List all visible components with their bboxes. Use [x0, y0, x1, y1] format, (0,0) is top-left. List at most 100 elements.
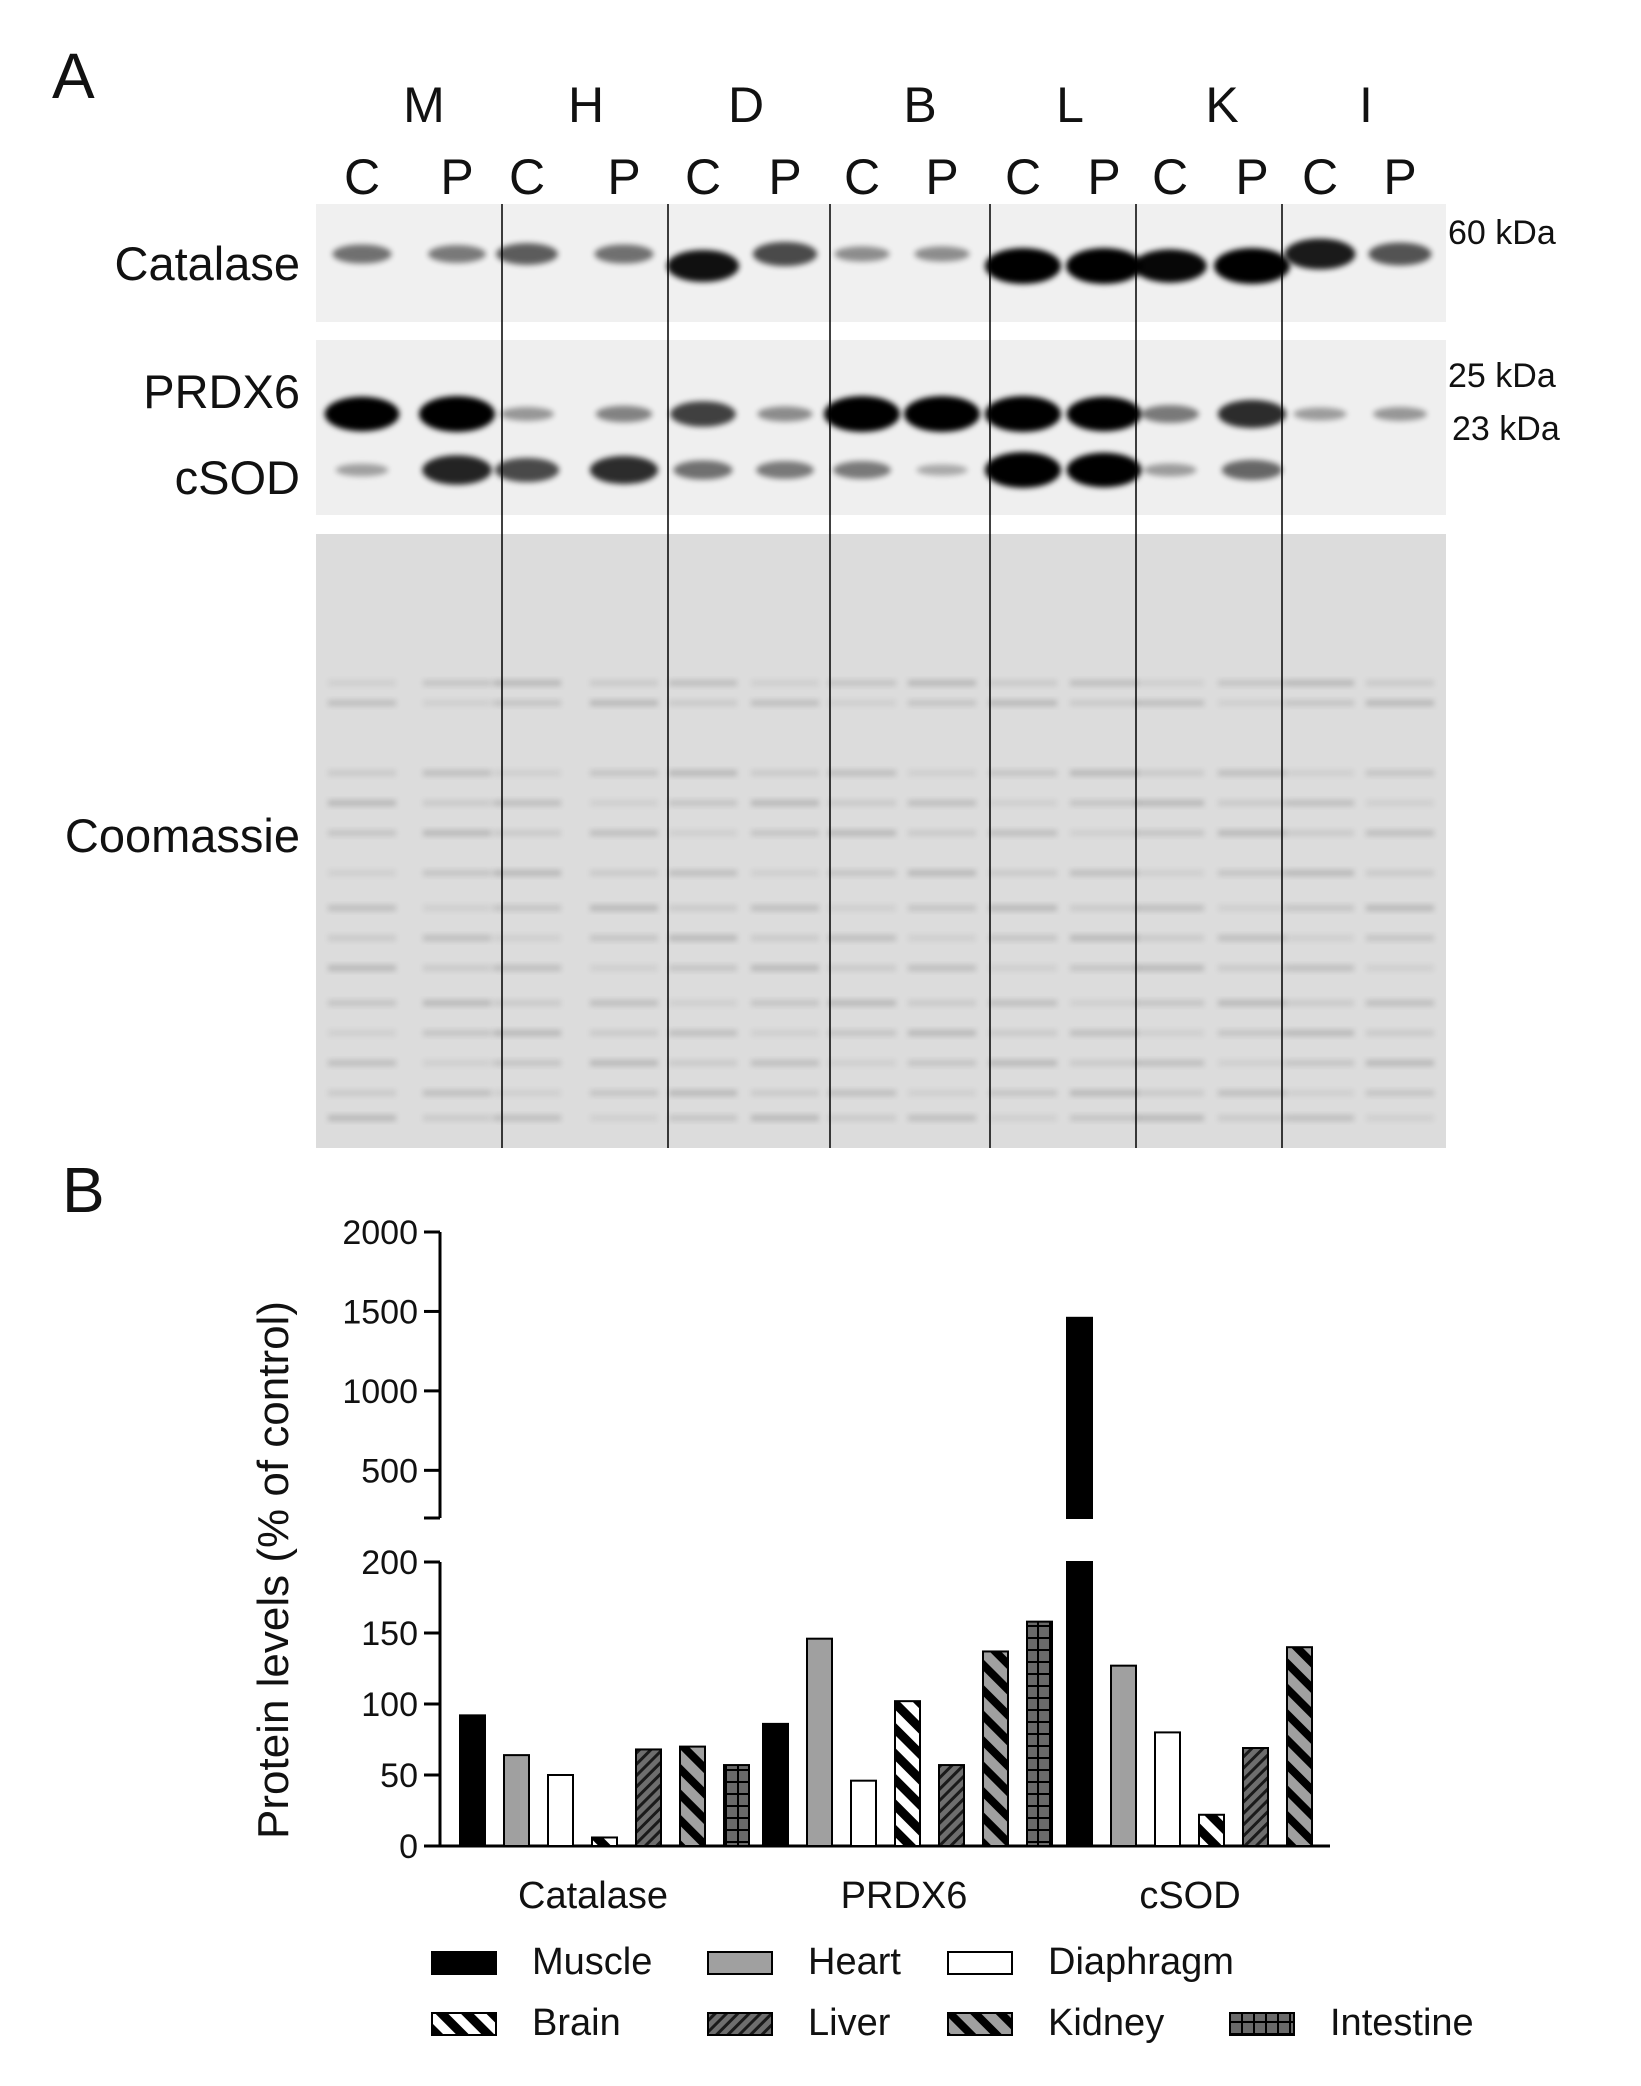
catalase-row-label: Catalase [115, 237, 301, 290]
gel-band [989, 1000, 1057, 1006]
legend: Muscle Heart Diaphragm Brain Liver Kidney Inte… [431, 1941, 1474, 2044]
prdx6-band [1293, 407, 1347, 421]
bar-series [459, 1316, 1313, 1848]
gel-band [328, 935, 396, 941]
gel-band [669, 800, 737, 806]
gel-band [1218, 830, 1286, 836]
gel-band [751, 905, 819, 911]
gel-band [751, 935, 819, 941]
bar-kidney-prdx6 [982, 1650, 1009, 1847]
gel-band [423, 1000, 491, 1006]
gel-band [423, 935, 491, 941]
gel-band [669, 1030, 737, 1036]
csod-band [335, 463, 389, 477]
gel-band [1286, 830, 1354, 836]
gel-band [669, 965, 737, 971]
gel-band [669, 905, 737, 911]
lane-label-D-P: P [768, 149, 801, 205]
catalase-band [496, 243, 558, 265]
gel-band [1366, 800, 1434, 806]
coomassie-gel-texture [328, 680, 1434, 1121]
gel-band [828, 770, 896, 776]
gel-band [989, 770, 1057, 776]
gel-band [1136, 680, 1204, 686]
prdx6-band [419, 396, 495, 432]
marker-25kda: 25 kDa [1448, 357, 1556, 395]
bar-liver-csod [1242, 1747, 1269, 1848]
gel-band [1286, 1090, 1354, 1096]
gel-band [493, 700, 561, 706]
gel-band [423, 1115, 491, 1121]
y-tick-label: 0 [399, 1828, 418, 1866]
category-labels: Catalase PRDX6 cSOD [518, 1875, 1241, 1917]
gel-band [1366, 1000, 1434, 1006]
gel-band [493, 770, 561, 776]
category-label-catalase: Catalase [518, 1875, 668, 1917]
gel-band [1218, 770, 1286, 776]
y-axis-label: Protein levels (% of control) [249, 1301, 298, 1839]
csod-band [1143, 463, 1197, 477]
bar-kidney-catalase [679, 1745, 706, 1847]
gel-band [328, 770, 396, 776]
gel-band [669, 700, 737, 706]
catalase-band [594, 244, 654, 264]
gel-band [669, 1115, 737, 1121]
gel-band [1136, 905, 1204, 911]
gel-band [590, 1000, 658, 1006]
gel-band [989, 800, 1057, 806]
prdx6-band [1373, 407, 1427, 421]
gel-band [1366, 965, 1434, 971]
gel-band [1366, 1030, 1434, 1036]
lane-label-I-C: C [1302, 149, 1338, 205]
gel-band [1218, 680, 1286, 686]
legend-label-intestine: Intestine [1330, 2002, 1474, 2044]
gel-band [423, 1090, 491, 1096]
gel-band [908, 965, 976, 971]
gel-band [1286, 680, 1354, 686]
gel-band [989, 935, 1057, 941]
gel-band [1136, 770, 1204, 776]
prdx6-band [1217, 399, 1287, 429]
gel-band [328, 965, 396, 971]
catalase-band [752, 241, 818, 267]
gel-band [493, 1030, 561, 1036]
csod-band [1066, 452, 1142, 488]
gel-band [1136, 935, 1204, 941]
y-tick-label: 1000 [342, 1373, 418, 1411]
gel-band [493, 965, 561, 971]
prdx6-band [824, 396, 900, 432]
catalase-band [914, 246, 970, 262]
gel-band [828, 935, 896, 941]
lane-label-L-P: P [1087, 149, 1120, 205]
gel-band [590, 770, 658, 776]
gel-band [328, 1060, 396, 1066]
legend-label-brain: Brain [532, 2002, 621, 2044]
gel-band [493, 680, 561, 686]
gel-band [493, 1000, 561, 1006]
catalase-band [332, 244, 392, 264]
csod-row-label: cSOD [175, 451, 300, 504]
prdx6-band [1066, 396, 1142, 432]
gel-band [989, 700, 1057, 706]
gel-band [828, 1115, 896, 1121]
gel-band [1366, 870, 1434, 876]
lane-label-D-C: C [685, 149, 721, 205]
gel-band [328, 800, 396, 806]
gel-band [423, 1030, 491, 1036]
gel-band [669, 1000, 737, 1006]
gel-band [1136, 1090, 1204, 1096]
gel-band [751, 1090, 819, 1096]
lane-label-I-P: P [1383, 149, 1416, 205]
gel-band [908, 935, 976, 941]
prdx6-band [757, 406, 813, 422]
gel-band [423, 870, 491, 876]
gel-band [423, 700, 491, 706]
bar-kidney-csod [1286, 1646, 1313, 1847]
gel-band [1366, 680, 1434, 686]
gel-band [1070, 1090, 1138, 1096]
gel-band [828, 1030, 896, 1036]
gel-band [1070, 800, 1138, 806]
group-label-L: L [1056, 77, 1084, 133]
